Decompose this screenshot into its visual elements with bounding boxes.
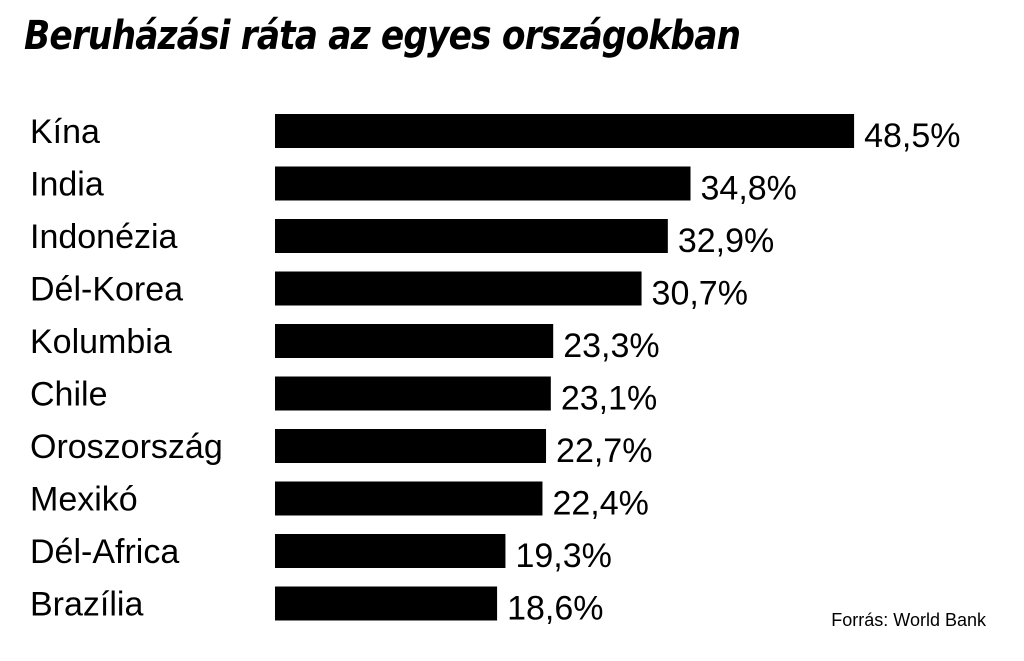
category-label: Chile bbox=[30, 376, 107, 414]
bar bbox=[275, 586, 498, 621]
value-label: 19,3% bbox=[515, 537, 611, 575]
bar bbox=[275, 114, 855, 148]
value-label: 23,3% bbox=[563, 327, 659, 365]
bar bbox=[275, 324, 554, 358]
value-label: 23,1% bbox=[561, 380, 657, 418]
source-note: Forrás: World Bank bbox=[831, 610, 986, 630]
bar bbox=[275, 481, 543, 516]
category-label: Oroszország bbox=[30, 428, 223, 466]
value-label: 48,5% bbox=[864, 117, 960, 155]
category-label: Mexikó bbox=[30, 481, 138, 519]
category-label: Kolumbia bbox=[30, 323, 172, 361]
value-label: 34,8% bbox=[701, 170, 797, 208]
category-label: Kína bbox=[30, 113, 100, 151]
bar bbox=[275, 271, 642, 306]
value-label: 18,6% bbox=[507, 590, 603, 628]
bar bbox=[275, 219, 668, 253]
chart-title: Beruházási ráta az egyes országokban bbox=[24, 13, 741, 59]
bar bbox=[275, 376, 551, 411]
category-label: Indonézia bbox=[30, 218, 178, 256]
category-label: Dél-Korea bbox=[30, 271, 183, 309]
bar bbox=[275, 166, 691, 201]
category-label: India bbox=[30, 166, 104, 204]
value-label: 30,7% bbox=[652, 275, 748, 313]
value-label: 22,4% bbox=[552, 485, 648, 523]
value-label: 32,9% bbox=[678, 222, 774, 260]
value-label: 22,7% bbox=[556, 432, 652, 470]
category-label: Dél-Africa bbox=[30, 533, 179, 571]
category-label: Brazília bbox=[30, 586, 143, 624]
bar bbox=[275, 534, 506, 568]
bar bbox=[275, 429, 547, 463]
